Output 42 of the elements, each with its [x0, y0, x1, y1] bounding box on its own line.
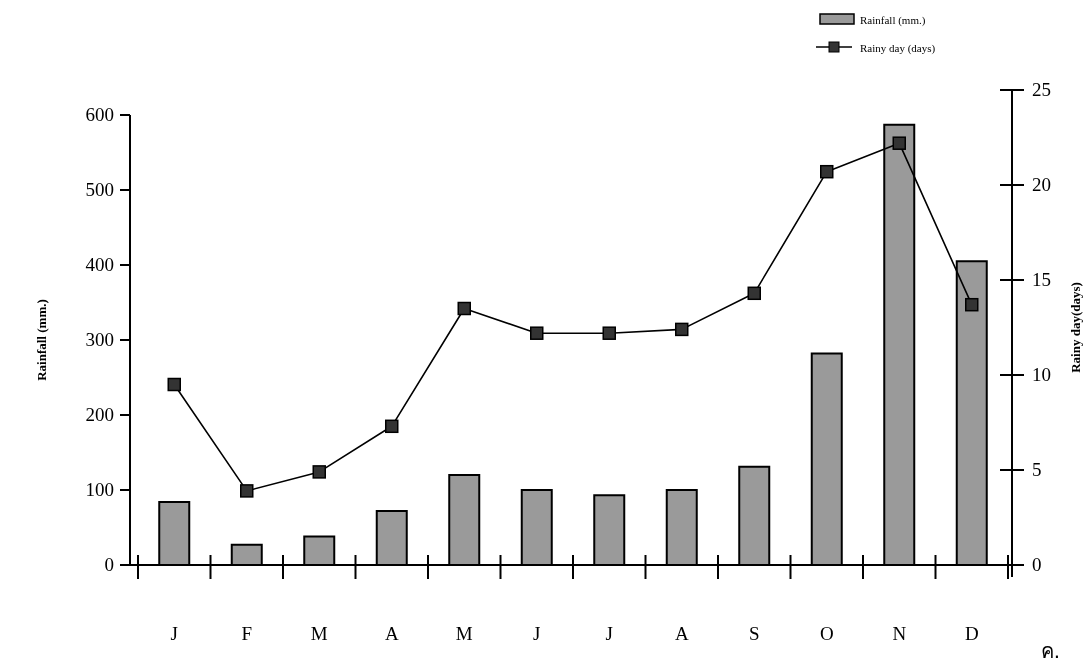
y-tick-label: 0 — [104, 554, 114, 575]
point — [675, 322, 689, 337]
x-tick-label: O — [819, 623, 834, 644]
y-tick-label: 600 — [85, 104, 114, 125]
y-tick-label: 100 — [85, 479, 114, 500]
x-tick-label: N — [892, 623, 907, 644]
y2-tick-label: 5 — [1032, 459, 1042, 480]
legend-label: Rainy day (days) — [860, 42, 936, 55]
legend-label: Rainfall (mm.) — [860, 14, 926, 27]
y-axis-title: Rainfall (mm.) — [34, 299, 49, 381]
x-tick-label: A — [384, 623, 399, 644]
y2-axis-title: Rainy day(days) — [1068, 282, 1083, 373]
y2-tick-label: 20 — [1032, 174, 1051, 195]
x-tick-label: M — [455, 623, 473, 644]
point — [385, 419, 399, 434]
point — [892, 136, 906, 150]
x-tick-label: D — [964, 623, 979, 644]
point — [312, 465, 326, 479]
point — [457, 301, 471, 316]
y-tick-label: 400 — [85, 254, 114, 275]
point — [240, 484, 254, 498]
point — [530, 326, 544, 340]
y-tick-label: 500 — [85, 179, 114, 200]
x-tick-label: S — [748, 623, 760, 644]
y-tick-label: 300 — [85, 329, 114, 350]
y-tick-label: 200 — [85, 404, 114, 425]
x-tick-label: J — [170, 623, 178, 644]
y2-tick-label: 15 — [1032, 269, 1051, 290]
x-tick-label: J — [605, 623, 613, 644]
point — [747, 286, 761, 301]
x-tick-label: M — [310, 623, 328, 644]
y2-tick-label: 0 — [1032, 554, 1042, 575]
x-tick-label: J — [533, 623, 541, 644]
text: ค. — [1040, 639, 1060, 663]
point — [820, 164, 834, 179]
x-tick-label: A — [674, 623, 689, 644]
y2-tick-label: 25 — [1032, 79, 1051, 100]
point — [965, 297, 979, 312]
x-tick-label: F — [241, 623, 253, 644]
point — [602, 326, 616, 340]
y2-tick-label: 10 — [1032, 364, 1051, 385]
point — [167, 377, 181, 392]
